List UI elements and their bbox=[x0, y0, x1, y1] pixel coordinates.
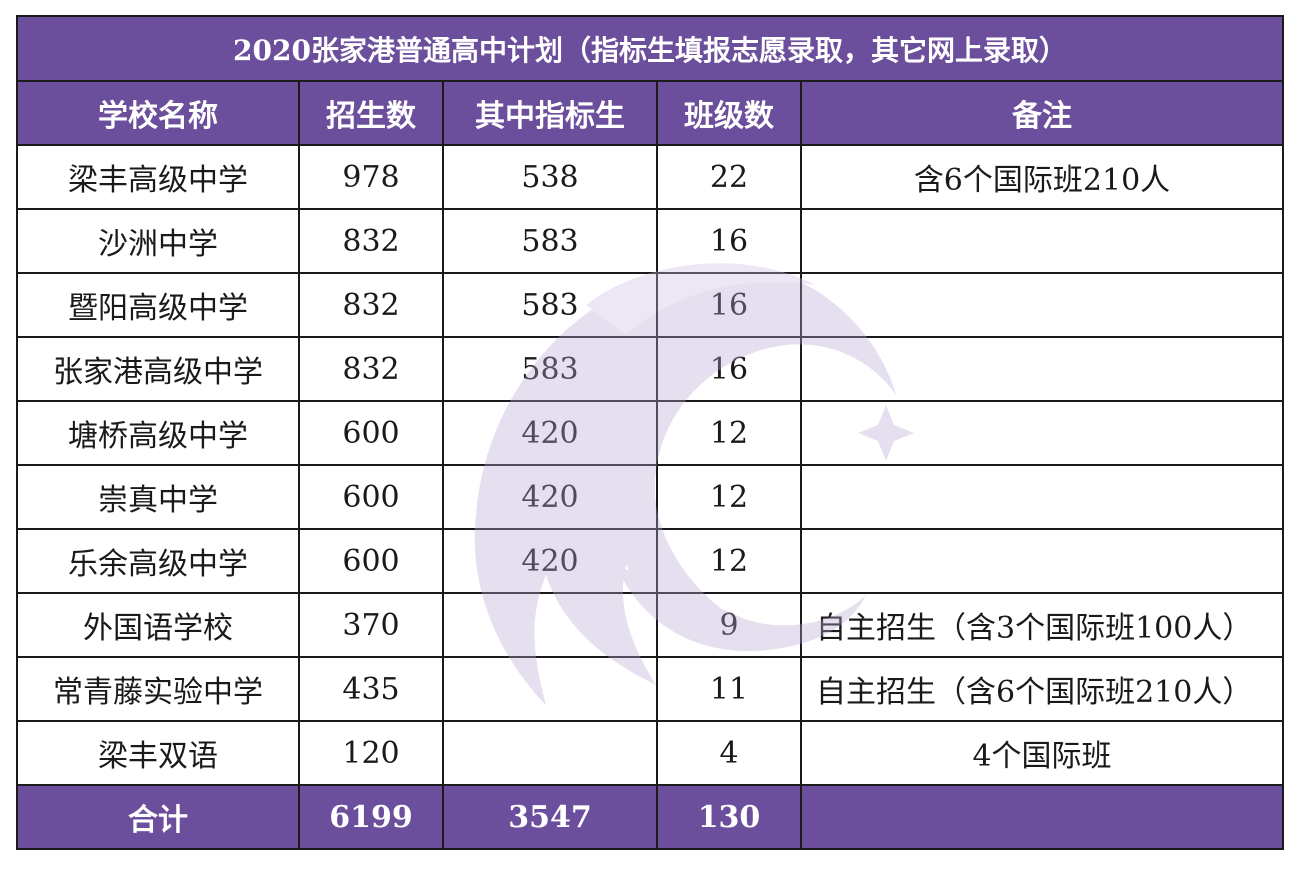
cell-classes: 12 bbox=[656, 464, 802, 530]
header-classes: 班级数 bbox=[656, 80, 802, 146]
cell-classes: 16 bbox=[656, 208, 802, 274]
table-title-row: 2020张家港普通高中计划（指标生填报志愿录取，其它网上录取） bbox=[16, 15, 1284, 82]
table-row: 常青藤实验中学 435 11 自主招生（含6个国际班210人） bbox=[16, 656, 1284, 722]
table-row: 梁丰高级中学 978 538 22 含6个国际班210人 bbox=[16, 144, 1284, 210]
cell-school: 乐余高级中学 bbox=[16, 528, 300, 594]
cell-enroll: 978 bbox=[298, 144, 444, 210]
cell-quota: 538 bbox=[442, 144, 658, 210]
cell-classes: 16 bbox=[656, 272, 802, 338]
cell-enroll: 600 bbox=[298, 400, 444, 466]
cell-note bbox=[800, 400, 1284, 466]
total-note bbox=[800, 784, 1284, 850]
cell-school: 张家港高级中学 bbox=[16, 336, 300, 402]
header-quota: 其中指标生 bbox=[442, 80, 658, 146]
cell-note bbox=[800, 208, 1284, 274]
total-classes: 130 bbox=[656, 784, 802, 850]
total-quota: 3547 bbox=[442, 784, 658, 850]
cell-quota: 583 bbox=[442, 336, 658, 402]
header-note: 备注 bbox=[800, 80, 1284, 146]
cell-classes: 9 bbox=[656, 592, 802, 658]
enrollment-table: 2020张家港普通高中计划（指标生填报志愿录取，其它网上录取） 学校名称 招生数… bbox=[16, 15, 1284, 850]
cell-enroll: 832 bbox=[298, 208, 444, 274]
cell-enroll: 600 bbox=[298, 528, 444, 594]
cell-classes: 4 bbox=[656, 720, 802, 786]
table-row: 乐余高级中学 600 420 12 bbox=[16, 528, 1284, 594]
cell-school: 暨阳高级中学 bbox=[16, 272, 300, 338]
table-header-row: 学校名称 招生数 其中指标生 班级数 备注 bbox=[16, 80, 1284, 146]
cell-enroll: 600 bbox=[298, 464, 444, 530]
cell-classes: 12 bbox=[656, 528, 802, 594]
cell-classes: 12 bbox=[656, 400, 802, 466]
cell-enroll: 832 bbox=[298, 336, 444, 402]
cell-note: 自主招生（含3个国际班100人） bbox=[800, 592, 1284, 658]
header-enroll: 招生数 bbox=[298, 80, 444, 146]
cell-quota: 583 bbox=[442, 272, 658, 338]
table-row: 张家港高级中学 832 583 16 bbox=[16, 336, 1284, 402]
table-row: 梁丰双语 120 4 4个国际班 bbox=[16, 720, 1284, 786]
cell-classes: 16 bbox=[656, 336, 802, 402]
enrollment-plan-document: 2020张家港普通高中计划（指标生填报志愿录取，其它网上录取） 学校名称 招生数… bbox=[16, 15, 1284, 850]
cell-school: 常青藤实验中学 bbox=[16, 656, 300, 722]
table-row: 崇真中学 600 420 12 bbox=[16, 464, 1284, 530]
header-school: 学校名称 bbox=[16, 80, 300, 146]
cell-note bbox=[800, 272, 1284, 338]
table-row: 外国语学校 370 9 自主招生（含3个国际班100人） bbox=[16, 592, 1284, 658]
total-label: 合计 bbox=[16, 784, 300, 850]
cell-note bbox=[800, 528, 1284, 594]
table-row: 沙洲中学 832 583 16 bbox=[16, 208, 1284, 274]
total-row: 合计 6199 3547 130 bbox=[16, 784, 1284, 850]
cell-note: 4个国际班 bbox=[800, 720, 1284, 786]
cell-quota: 583 bbox=[442, 208, 658, 274]
cell-note: 自主招生（含6个国际班210人） bbox=[800, 656, 1284, 722]
cell-note: 含6个国际班210人 bbox=[800, 144, 1284, 210]
cell-classes: 11 bbox=[656, 656, 802, 722]
cell-school: 塘桥高级中学 bbox=[16, 400, 300, 466]
cell-school: 外国语学校 bbox=[16, 592, 300, 658]
cell-quota bbox=[442, 720, 658, 786]
cell-note bbox=[800, 336, 1284, 402]
cell-quota: 420 bbox=[442, 400, 658, 466]
cell-quota: 420 bbox=[442, 464, 658, 530]
cell-school: 崇真中学 bbox=[16, 464, 300, 530]
table-row: 塘桥高级中学 600 420 12 bbox=[16, 400, 1284, 466]
table-title: 2020张家港普通高中计划（指标生填报志愿录取，其它网上录取） bbox=[16, 15, 1284, 82]
cell-classes: 22 bbox=[656, 144, 802, 210]
cell-note bbox=[800, 464, 1284, 530]
cell-enroll: 370 bbox=[298, 592, 444, 658]
table-row: 暨阳高级中学 832 583 16 bbox=[16, 272, 1284, 338]
cell-quota: 420 bbox=[442, 528, 658, 594]
cell-enroll: 832 bbox=[298, 272, 444, 338]
total-enroll: 6199 bbox=[298, 784, 444, 850]
cell-school: 梁丰高级中学 bbox=[16, 144, 300, 210]
cell-quota bbox=[442, 592, 658, 658]
cell-school: 沙洲中学 bbox=[16, 208, 300, 274]
cell-enroll: 120 bbox=[298, 720, 444, 786]
cell-quota bbox=[442, 656, 658, 722]
cell-school: 梁丰双语 bbox=[16, 720, 300, 786]
cell-enroll: 435 bbox=[298, 656, 444, 722]
